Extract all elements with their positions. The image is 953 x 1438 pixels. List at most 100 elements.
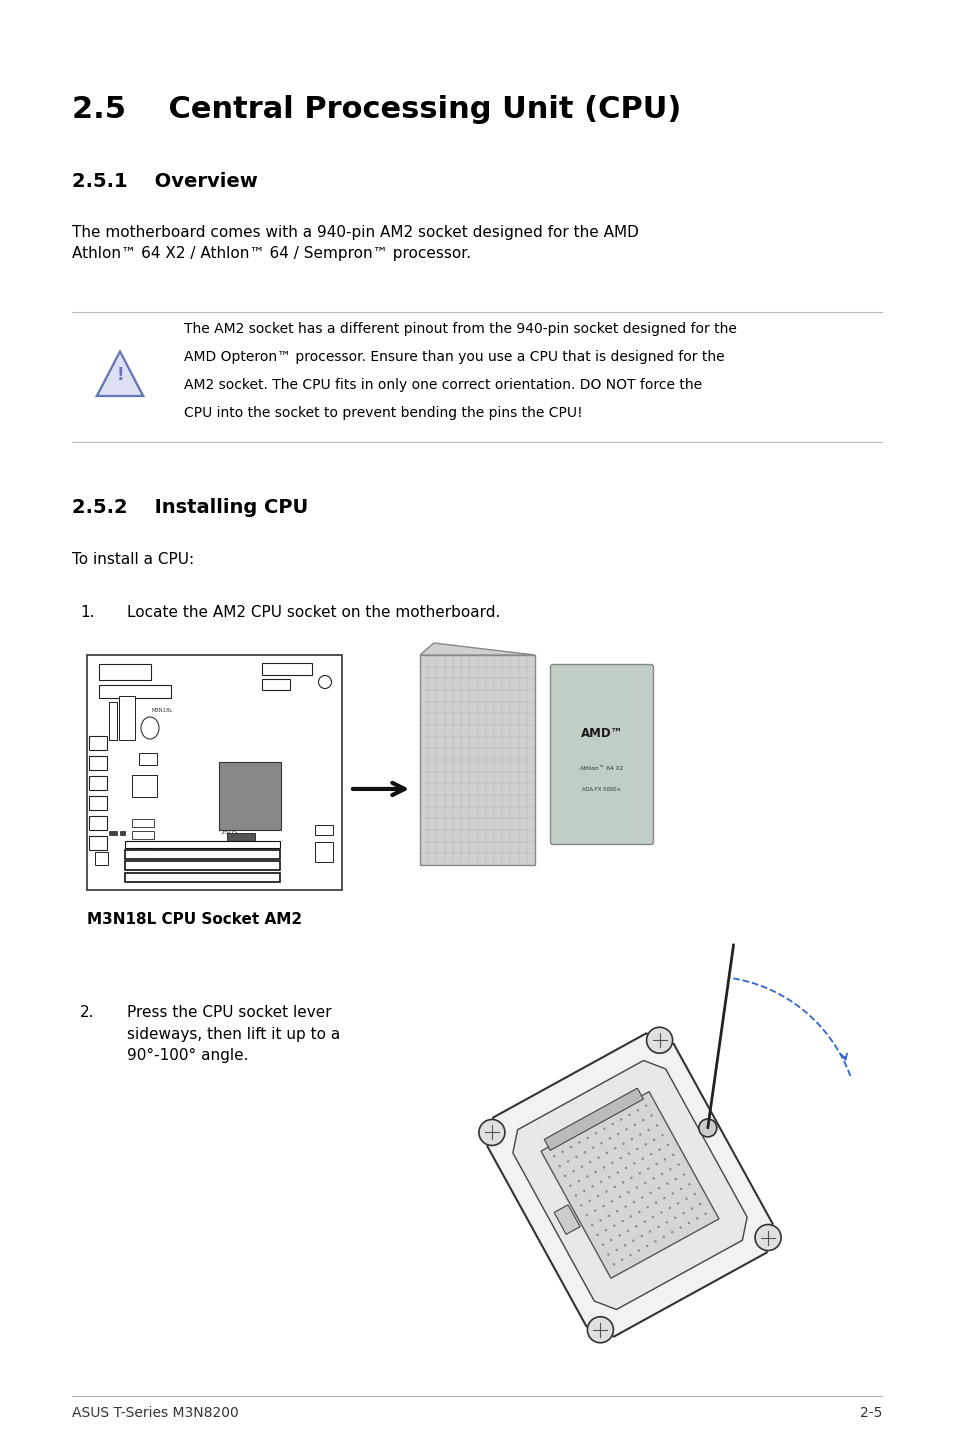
Circle shape — [627, 1191, 629, 1194]
Bar — [262, 663, 312, 674]
Circle shape — [566, 1160, 569, 1163]
Circle shape — [668, 1168, 671, 1171]
Circle shape — [684, 1198, 687, 1199]
Text: The AM2 socket has a different pinout from the 940-pin socket designed for the: The AM2 socket has a different pinout fr… — [184, 322, 736, 336]
Circle shape — [632, 1240, 634, 1242]
Circle shape — [602, 1127, 605, 1130]
Circle shape — [638, 1211, 639, 1214]
Circle shape — [651, 1217, 654, 1218]
Circle shape — [671, 1192, 673, 1195]
Circle shape — [585, 1214, 587, 1217]
Circle shape — [599, 1181, 601, 1183]
Circle shape — [635, 1225, 637, 1228]
Bar — [132, 820, 153, 827]
Polygon shape — [513, 1060, 746, 1310]
Circle shape — [640, 1196, 643, 1199]
Circle shape — [643, 1221, 645, 1222]
Bar — [99, 684, 171, 697]
Text: 2.: 2. — [80, 1005, 94, 1020]
Circle shape — [639, 1133, 640, 1136]
Circle shape — [592, 1146, 594, 1149]
Text: 1.: 1. — [80, 605, 94, 620]
Circle shape — [690, 1208, 693, 1209]
Text: M3N18L: M3N18L — [152, 707, 173, 713]
Circle shape — [596, 1234, 598, 1237]
Bar — [89, 736, 107, 751]
Circle shape — [626, 1229, 629, 1232]
Circle shape — [610, 1240, 612, 1241]
FancyBboxPatch shape — [550, 664, 653, 844]
Circle shape — [679, 1188, 681, 1191]
Circle shape — [682, 1173, 684, 1176]
Circle shape — [630, 1176, 632, 1179]
Bar — [89, 835, 107, 850]
Circle shape — [654, 1240, 656, 1242]
Text: ASUS T-Series M3N8200: ASUS T-Series M3N8200 — [71, 1406, 238, 1419]
Circle shape — [575, 1156, 578, 1158]
Circle shape — [621, 1181, 623, 1183]
Circle shape — [623, 1244, 625, 1247]
Circle shape — [606, 1254, 609, 1255]
Bar — [125, 850, 280, 858]
Circle shape — [636, 1109, 639, 1112]
Circle shape — [671, 1153, 674, 1156]
Circle shape — [649, 1153, 652, 1155]
Circle shape — [594, 1209, 596, 1212]
Circle shape — [625, 1127, 627, 1130]
Circle shape — [630, 1137, 633, 1140]
Polygon shape — [100, 354, 140, 394]
Circle shape — [666, 1143, 668, 1146]
Circle shape — [579, 1204, 582, 1206]
Circle shape — [569, 1146, 572, 1148]
Text: CPU into the socket to prevent bending the pins the CPU!: CPU into the socket to prevent bending t… — [184, 406, 582, 420]
Bar — [89, 756, 107, 769]
Circle shape — [318, 676, 331, 689]
Text: Athlon™ 64 X2: Athlon™ 64 X2 — [579, 766, 623, 771]
Circle shape — [674, 1178, 677, 1181]
Text: /ISUS: /ISUS — [221, 830, 238, 835]
Circle shape — [677, 1163, 679, 1166]
Circle shape — [587, 1317, 613, 1343]
Circle shape — [639, 1235, 642, 1237]
Bar — [314, 843, 333, 861]
Circle shape — [699, 1202, 700, 1205]
Circle shape — [605, 1152, 607, 1155]
Circle shape — [648, 1231, 651, 1232]
Circle shape — [608, 1137, 611, 1140]
Circle shape — [663, 1158, 665, 1160]
Circle shape — [613, 1224, 615, 1227]
Circle shape — [645, 1245, 648, 1247]
Circle shape — [660, 1172, 662, 1175]
Bar — [314, 825, 333, 835]
Circle shape — [561, 1150, 563, 1153]
Circle shape — [618, 1158, 621, 1159]
Polygon shape — [543, 1089, 642, 1150]
Polygon shape — [419, 643, 535, 654]
Circle shape — [628, 1113, 630, 1116]
Circle shape — [629, 1215, 632, 1218]
Text: ADA-FX 5000+: ADA-FX 5000+ — [582, 787, 621, 792]
Bar — [120, 831, 125, 835]
Bar — [109, 702, 117, 741]
Bar — [132, 843, 153, 851]
Circle shape — [635, 1186, 638, 1189]
Circle shape — [644, 1143, 646, 1146]
Circle shape — [657, 1186, 659, 1189]
Circle shape — [578, 1181, 579, 1182]
Circle shape — [597, 1195, 598, 1198]
Circle shape — [638, 1172, 640, 1175]
Circle shape — [665, 1182, 668, 1185]
Text: AMD Opteron™ processor. Ensure than you use a CPU that is designed for the: AMD Opteron™ processor. Ensure than you … — [184, 349, 724, 364]
Circle shape — [563, 1175, 566, 1178]
Circle shape — [703, 1212, 706, 1215]
Bar — [132, 831, 153, 838]
Circle shape — [585, 1175, 588, 1178]
Circle shape — [632, 1201, 635, 1204]
Bar — [89, 777, 107, 789]
Circle shape — [611, 1162, 613, 1163]
Circle shape — [553, 1155, 555, 1158]
Circle shape — [655, 1125, 658, 1126]
Bar — [125, 861, 280, 870]
Circle shape — [614, 1148, 616, 1149]
Circle shape — [641, 1119, 644, 1122]
